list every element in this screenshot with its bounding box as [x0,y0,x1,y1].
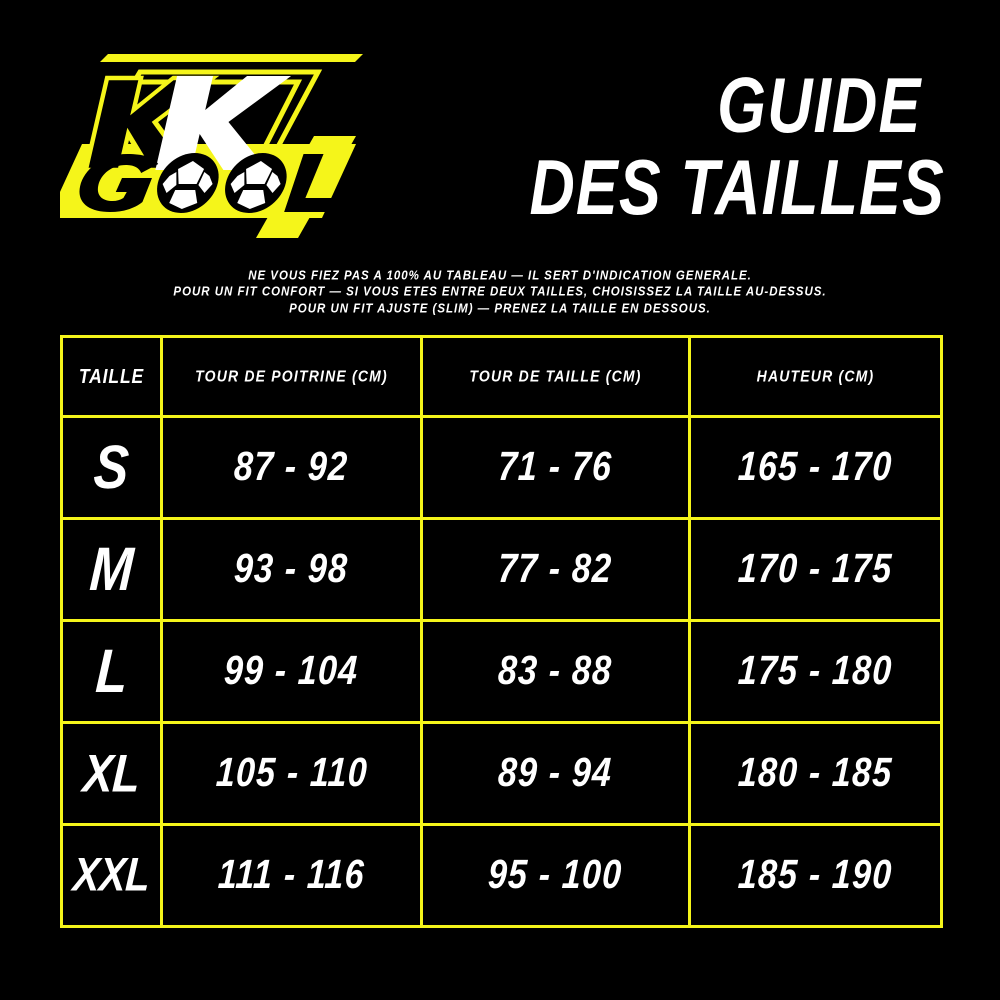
chest-value: 93 - 98 [233,546,350,592]
waist-value: 95 - 100 [487,852,624,898]
size-value: XL [81,742,142,803]
cell-waist: 89 - 94 [420,721,691,826]
cell-waist: 71 - 76 [420,415,691,520]
header-cell-waist: TOUR DE TAILLE (CM) [420,335,691,418]
height-value: 170 - 175 [737,546,894,592]
height-value: 180 - 185 [737,750,894,796]
chest-value: 87 - 92 [233,444,350,490]
cell-height: 180 - 185 [688,721,943,826]
cell-height: 170 - 175 [688,517,943,622]
cell-size: S [60,415,163,520]
table-header-row: TAILLE TOUR DE POITRINE (CM) TOUR DE TAI… [60,335,943,418]
table-row: XXL 111 - 116 95 - 100 185 - 190 [60,823,943,928]
chest-value: 105 - 110 [214,750,369,796]
note-line-3: POUR UN FIT AJUSTE (SLIM) — PRENEZ LA TA… [289,302,711,316]
waist-value: 83 - 88 [497,648,614,694]
cell-chest: 105 - 110 [160,721,423,826]
title-line-1: GUIDE [716,61,921,150]
table-row: M 93 - 98 77 - 82 170 - 175 [60,517,943,622]
cell-size: XL [60,721,163,826]
brand-logo-graphic [60,54,363,238]
header-cell-size: TAILLE [60,335,163,418]
table-body: S 87 - 92 71 - 76 165 - 170 M 93 - 98 77… [60,415,943,928]
header-cell-height: HAUTEUR (CM) [688,335,943,418]
cell-chest: 87 - 92 [160,415,423,520]
cell-waist: 83 - 88 [420,619,691,724]
size-value: M [88,535,135,604]
note-line-2: POUR UN FIT CONFORT — SI VOUS ETES ENTRE… [173,285,827,299]
cell-waist: 95 - 100 [420,823,691,928]
logo-top-rule [100,54,363,62]
logo-letter-k-solid [155,76,292,170]
table-row: L 99 - 104 83 - 88 175 - 180 [60,619,943,724]
cell-height: 185 - 190 [688,823,943,928]
page-title: GUIDE DES TAILLES [400,61,945,231]
cell-chest: 93 - 98 [160,517,423,622]
cell-chest: 111 - 116 [160,823,423,928]
cell-height: 165 - 170 [688,415,943,520]
cell-size: L [60,619,163,724]
header-cell-chest: TOUR DE POITRINE (CM) [160,335,423,418]
size-value: XXL [71,848,152,901]
title-line-2: DES TAILLES [529,142,945,231]
chest-value: 99 - 104 [223,648,360,694]
logo-soccer-ball-1 [157,153,219,213]
logo-soccer-ball-2 [225,153,287,213]
height-value: 185 - 190 [737,852,894,898]
header-label-size: TAILLE [78,364,145,388]
waist-value: 71 - 76 [497,444,614,490]
cell-size: M [60,517,163,622]
height-value: 165 - 170 [737,444,894,490]
note-line-1: NE VOUS FIEZ PAS A 100% AU TABLEAU — IL … [248,269,752,283]
header-label-height: HAUTEUR (CM) [756,366,875,385]
size-value: S [92,433,131,502]
guidance-notes: NE VOUS FIEZ PAS A 100% AU TABLEAU — IL … [0,268,1000,317]
table-header: TAILLE TOUR DE POITRINE (CM) TOUR DE TAI… [60,335,943,418]
header-label-waist: TOUR DE TAILLE (CM) [469,366,642,385]
table-row: S 87 - 92 71 - 76 165 - 170 [60,415,943,520]
table-row: XL 105 - 110 89 - 94 180 - 185 [60,721,943,826]
brand-logo [60,48,390,238]
cell-height: 175 - 180 [688,619,943,724]
cell-size: XXL [60,823,163,928]
size-chart-table: TAILLE TOUR DE POITRINE (CM) TOUR DE TAI… [60,335,943,928]
page-header: GUIDE DES TAILLES [0,0,1000,265]
cell-waist: 77 - 82 [420,517,691,622]
height-value: 175 - 180 [737,648,894,694]
chest-value: 111 - 116 [217,852,366,898]
cell-chest: 99 - 104 [160,619,423,724]
waist-value: 89 - 94 [497,750,614,796]
size-value: L [93,637,130,706]
header-label-chest: TOUR DE POITRINE (CM) [195,366,388,385]
logo-wordmark-gool [79,153,334,213]
waist-value: 77 - 82 [497,546,614,592]
